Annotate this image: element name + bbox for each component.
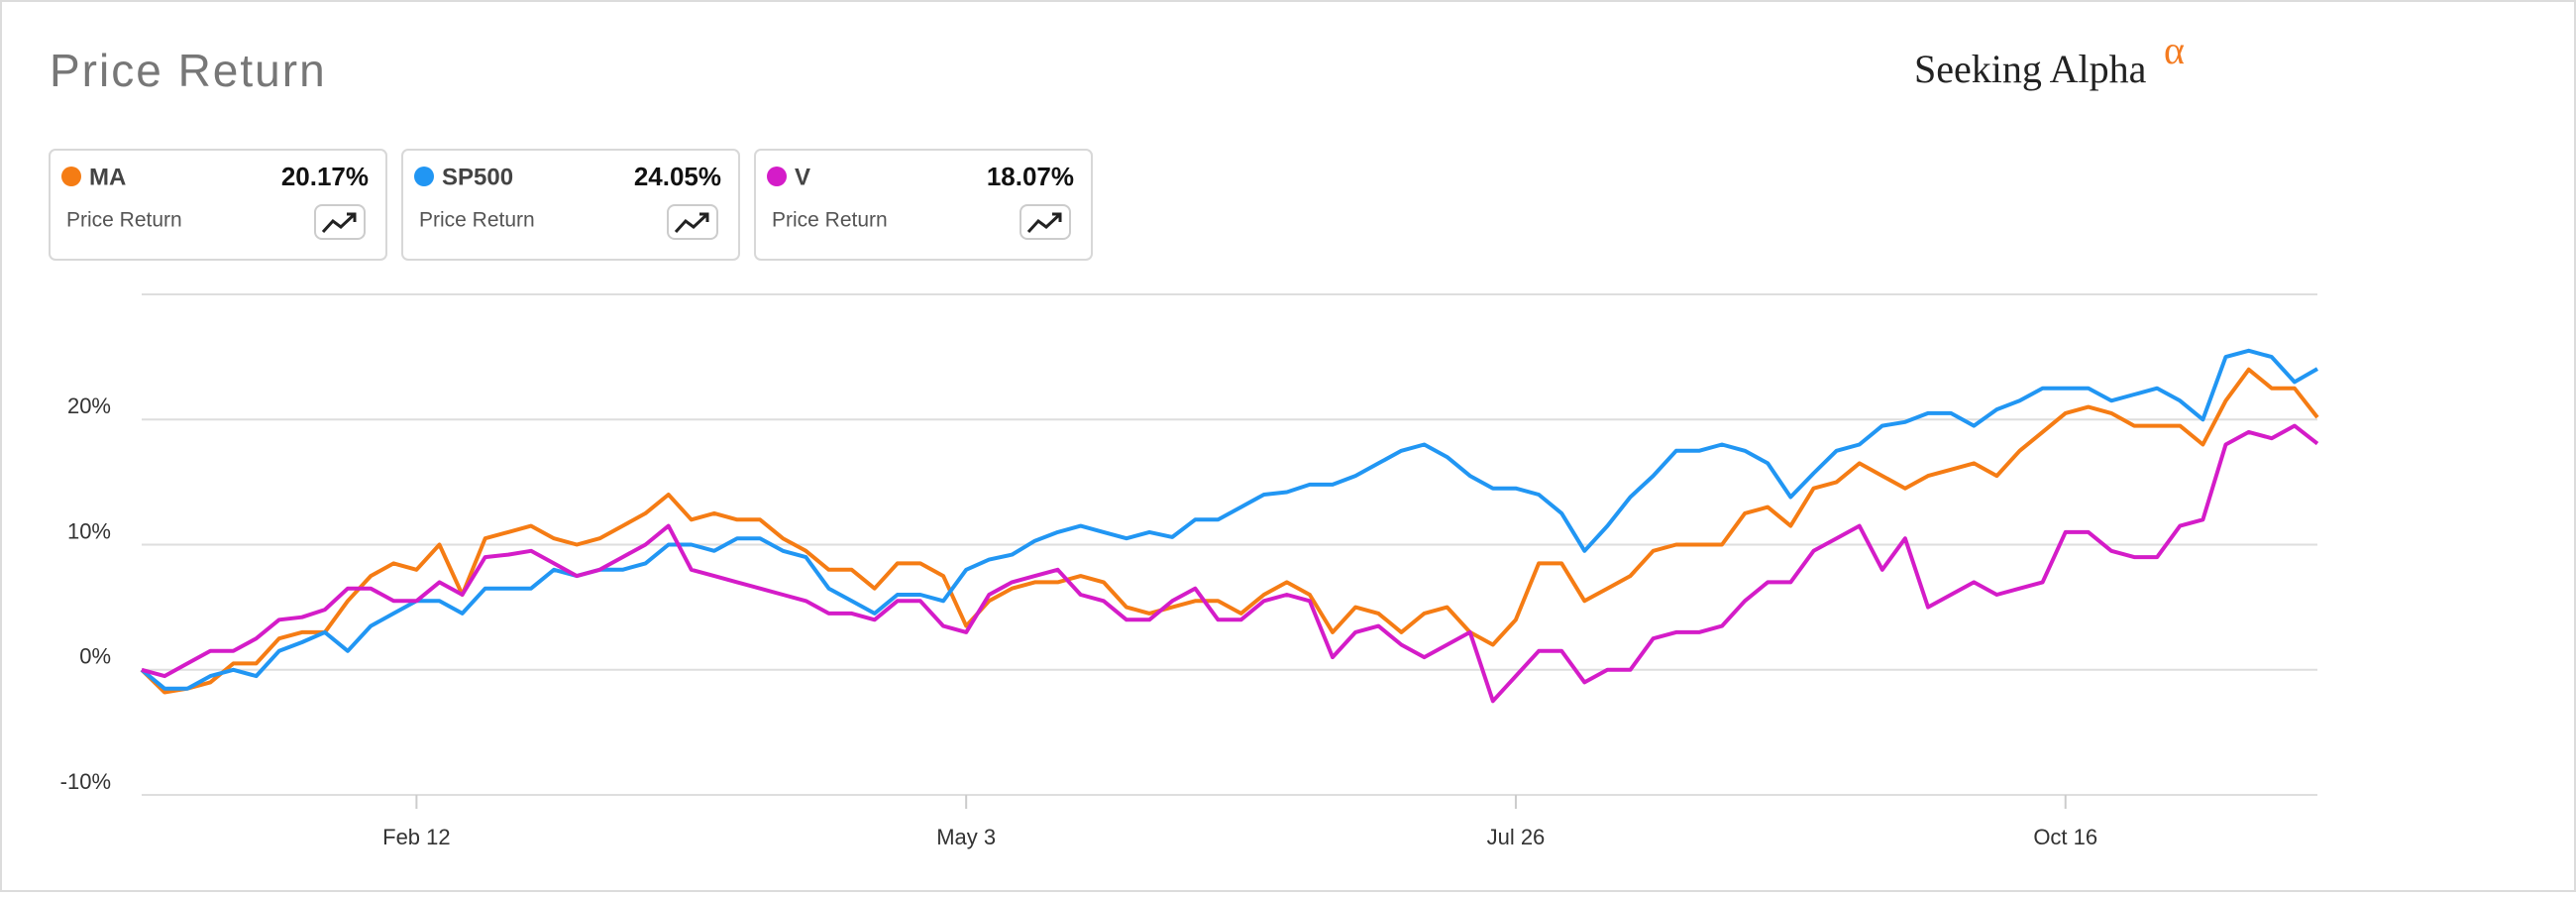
legend-card: MA 20.17% Price Return	[49, 149, 387, 261]
x-tick-label: Feb 12	[382, 825, 451, 849]
y-tick-label: 10%	[67, 518, 111, 543]
trend-icon-head	[347, 212, 357, 222]
y-tick-label: 0%	[79, 644, 111, 669]
x-tick-label: May 3	[936, 825, 996, 849]
legend-card-box	[401, 149, 740, 261]
y-tick-label: -10%	[60, 769, 111, 794]
series-line	[140, 367, 2319, 695]
legend-value: 20.17%	[281, 162, 369, 191]
trend-icon	[674, 212, 709, 234]
series-line	[140, 348, 2318, 691]
legend-card-box	[49, 149, 387, 261]
chart-title: Price Return	[50, 45, 327, 96]
trend-icon-box	[667, 204, 718, 240]
legend-dot	[767, 167, 787, 186]
legend-value: 18.07%	[987, 162, 1074, 191]
legend-name: SP500	[442, 164, 513, 190]
legend-name: MA	[89, 164, 126, 190]
trend-icon	[1026, 212, 1062, 234]
trend-icon	[321, 212, 357, 234]
brand-mark: α	[2164, 28, 2185, 72]
trend-icon-head	[699, 212, 709, 222]
legend-caption: Price Return	[772, 209, 888, 232]
legend-caption: Price Return	[419, 209, 535, 232]
trend-icon-box	[1020, 204, 1071, 240]
legend-value: 24.05%	[634, 162, 721, 191]
legend-card: SP500 24.05% Price Return	[401, 149, 740, 261]
legend-dot	[61, 167, 81, 186]
legend-dot	[414, 167, 434, 186]
trend-icon-box	[314, 204, 366, 240]
legend-card: V 18.07% Price Return	[754, 149, 1093, 261]
legend-name: V	[795, 164, 810, 190]
series-line	[141, 423, 2319, 704]
y-tick-label: 20%	[67, 393, 111, 418]
brand: Seeking Alpha	[1914, 47, 2147, 91]
legend-caption: Price Return	[66, 209, 182, 232]
legend-card-box	[754, 149, 1093, 261]
x-tick-label: Oct 16	[2033, 825, 2097, 849]
x-tick-label: Jul 26	[1487, 825, 1546, 849]
trend-icon-head	[1052, 212, 1062, 222]
